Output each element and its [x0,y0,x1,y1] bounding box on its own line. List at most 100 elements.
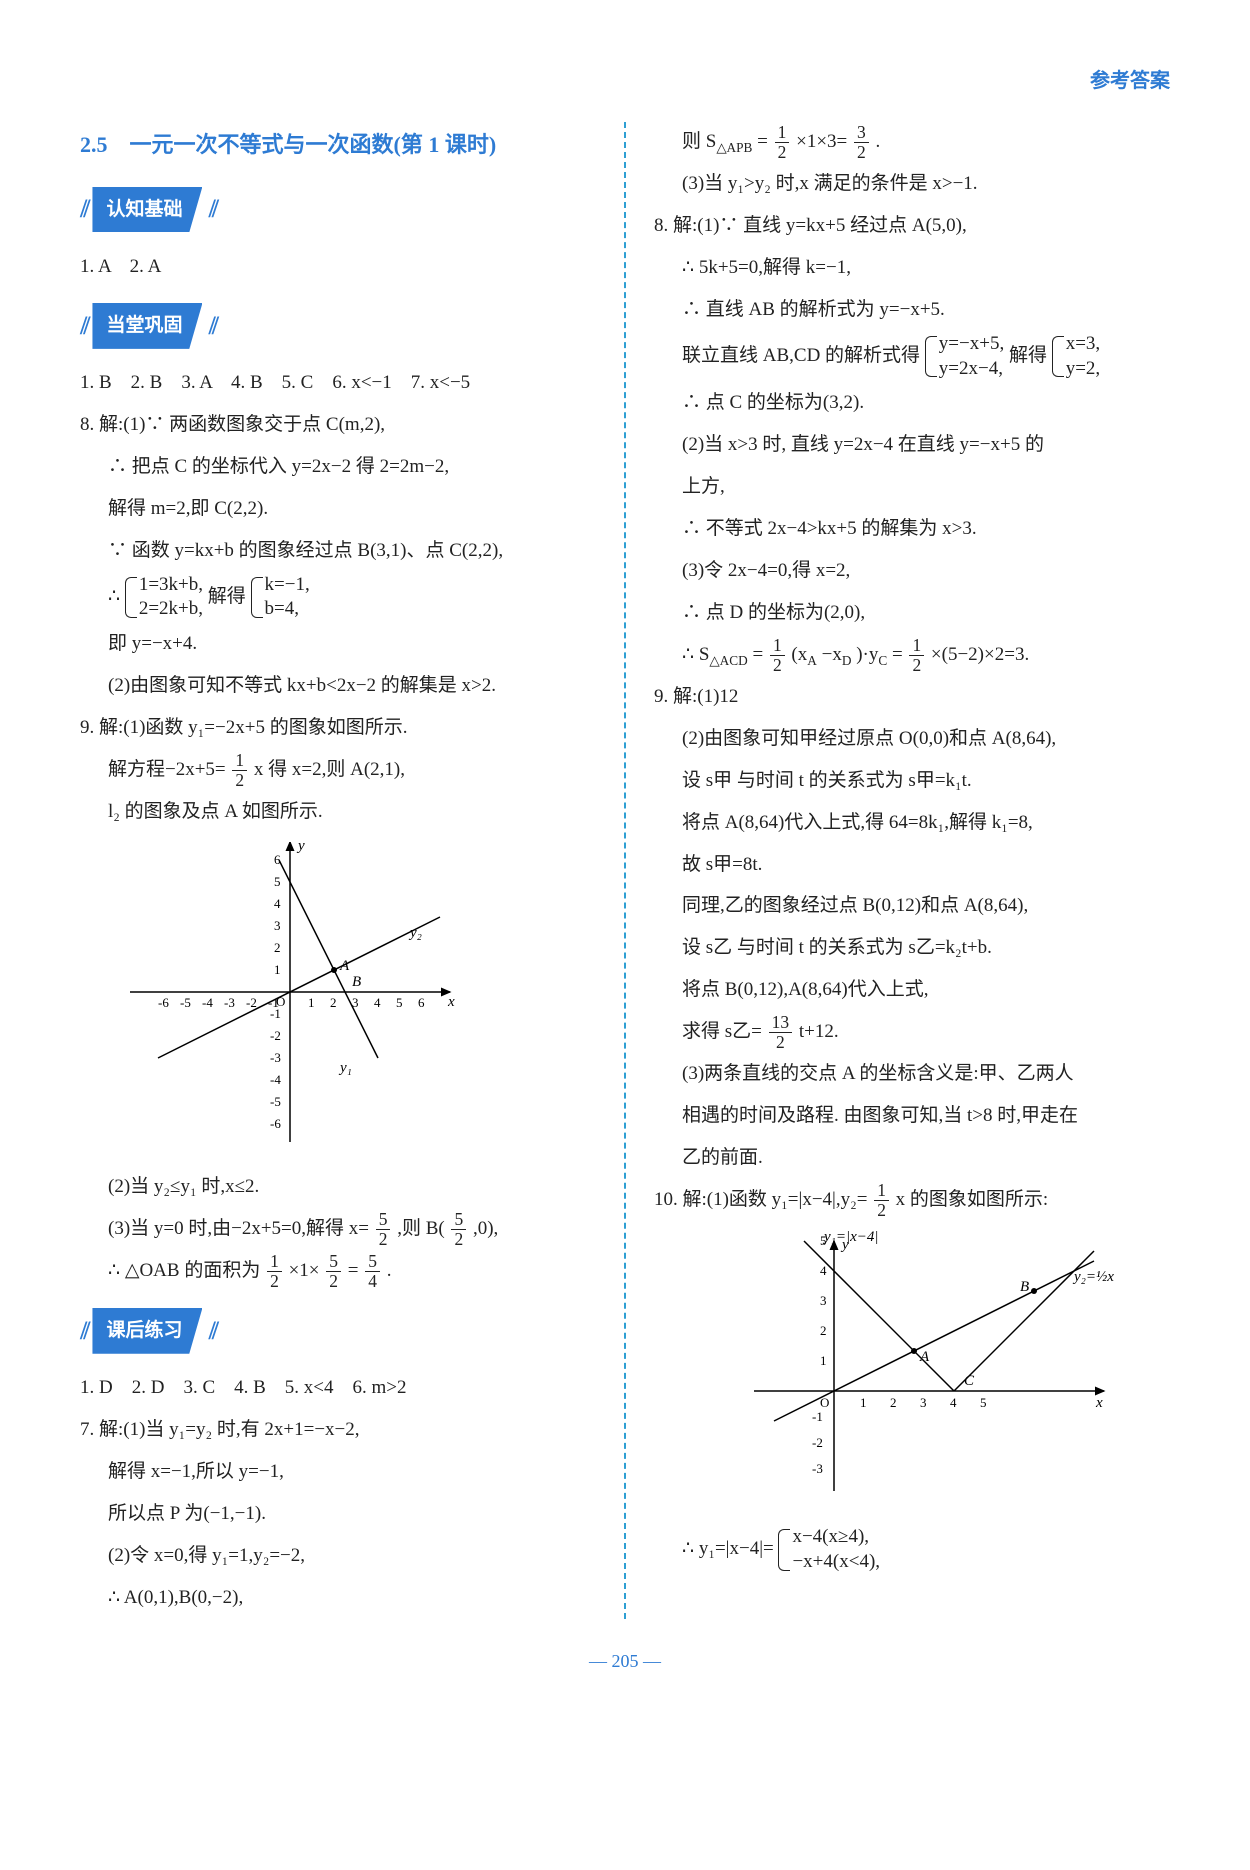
brace-line: −x+4(x<4), [792,1550,880,1575]
svg-text:-3: -3 [270,1050,281,1065]
text: 解得 [208,586,246,607]
svg-text:-6: -6 [158,995,169,1010]
solution-line: 解得 m=2,即 C(2,2). [80,489,596,529]
text: −x [822,644,842,665]
svg-text:-3: -3 [812,1461,823,1476]
fraction: 12 [267,1252,282,1291]
brace-line: 2=2k+b, [139,597,203,622]
solution-line: 相遇的时间及路程. 由图象可知,当 t>8 时,甲走在 [654,1096,1170,1136]
slash-decoration: // [208,299,214,354]
svg-text:y₁=|x−4|: y₁=|x−4| [822,1231,879,1245]
svg-text:-4: -4 [270,1072,281,1087]
chart-q9: x y O -6 -5 -4 -3 -2 -1 1 2 3 4 [120,842,460,1157]
svg-text:4: 4 [374,995,381,1010]
tag-dangtang: // 当堂巩固 // [80,299,596,354]
brace-system: 1=3k+b, 2=2k+b, [125,573,203,622]
numerator: 1 [770,636,785,656]
denominator: 2 [267,1272,282,1291]
brace-line: y=2, [1066,357,1100,382]
text: = [892,644,903,665]
brace-line: x−4(x≥4), [792,1525,880,1550]
svg-text:B: B [352,974,361,990]
svg-text:4: 4 [950,1395,957,1410]
solution-line: ∴ 点 C 的坐标为(3,2). [654,383,1170,423]
solution-line: ∵ 函数 y=kx+b 的图象经过点 B(3,1)、点 C(2,2), [80,531,596,571]
solution-line: 解方程−2x+5= 12 x 得 x=2,则 A(2,1), [80,750,596,790]
solution-line: 设 s甲 与时间 t 的关系式为 s甲=k₁t. [654,761,1170,801]
text: )·y [856,644,878,665]
solution-line: 上方, [654,467,1170,507]
right-column: 则 S△APB = 12 ×1×3= 32 . (3)当 y₁>y₂ 时,x 满… [654,122,1170,1619]
svg-text:-6: -6 [270,1116,281,1131]
svg-text:3: 3 [820,1293,827,1308]
svg-text:1: 1 [308,995,315,1010]
numerator: 5 [365,1252,380,1272]
svg-text:5: 5 [396,995,403,1010]
svg-text:1: 1 [274,962,281,977]
left-column: 2.5 一元一次不等式与一次函数(第 1 课时) // 认知基础 // 1. A… [80,122,596,1619]
svg-text:5: 5 [274,874,281,889]
numerator: 5 [451,1210,466,1230]
tag-renshi: // 认知基础 // [80,182,596,237]
svg-text:3: 3 [274,918,281,933]
subscript: A [807,652,817,667]
numerator: 1 [232,751,247,771]
text: 解得 [1009,345,1047,366]
text: x 得 x=2,则 A(2,1), [254,759,405,780]
svg-text:6: 6 [274,852,281,867]
denominator: 2 [909,656,924,675]
solution-line: 10. 解:(1)函数 y₁=|x−4|,y₂= 12 x 的图象如图所示: [654,1180,1170,1220]
slash-decoration: // [80,299,86,354]
solution-line: 解得 x=−1,所以 y=−1, [80,1452,596,1492]
svg-text:-3: -3 [224,995,235,1010]
solution-line: 求得 s乙= 132 t+12. [654,1012,1170,1052]
subscript: △APB [716,140,752,155]
numerator: 1 [775,123,790,143]
solution-line: ∴ △OAB 的面积为 12 ×1× 52 = 54 . [80,1251,596,1291]
svg-text:y: y [296,842,305,854]
svg-text:B: B [1020,1279,1029,1295]
text: = [752,644,763,665]
svg-text:y₂=½x: y₂=½x [1072,1269,1114,1285]
text: 10. 解:(1)函数 y₁=|x−4|,y₂= [654,1189,867,1210]
subscript: △ACD [709,652,747,667]
tag-label: 课后练习 [92,1308,202,1354]
brace-system: x=3, y=2, [1052,332,1100,381]
solution-line: 联立直线 AB,CD 的解析式得 y=−x+5, y=2x−4, 解得 x=3,… [654,332,1170,381]
fraction: 132 [769,1013,792,1052]
svg-text:4: 4 [274,896,281,911]
solution-line: 8. 解:(1)∵ 直线 y=kx+5 经过点 A(5,0), [654,206,1170,246]
solution-line: ∴ 直线 AB 的解析式为 y=−x+5. [654,290,1170,330]
solution-line: 故 s甲=8t. [654,845,1170,885]
brace-system: y=−x+5, y=2x−4, [925,332,1004,381]
svg-text:A: A [919,1349,930,1365]
svg-text:5: 5 [980,1395,987,1410]
svg-text:1: 1 [860,1395,867,1410]
brace-system: x−4(x≥4), −x+4(x<4), [778,1525,880,1574]
solution-line: ∴ 1=3k+b, 2=2k+b, 解得 k=−1, b=4, [80,573,596,622]
fraction: 52 [451,1210,466,1249]
text: ,0), [473,1218,498,1239]
solution-line: ∴ S△ACD = 12 (xA −xD )·yC = 12 ×(5−2)×2=… [654,635,1170,675]
svg-text:1: 1 [820,1353,827,1368]
solution-line: l₂ 的图象及点 A 如图所示. [80,792,596,832]
solution-line: 即 y=−x+4. [80,624,596,664]
brace-line: b=4, [265,597,310,622]
brace-line: k=−1, [265,573,310,598]
fraction: 52 [376,1210,391,1249]
denominator: 2 [874,1201,889,1220]
svg-text:x: x [1095,1395,1103,1411]
brace-line: 1=3k+b, [139,573,203,598]
text: ×1× [289,1260,320,1281]
solution-line: ∴ y₁=|x−4|= x−4(x≥4), −x+4(x<4), [654,1525,1170,1574]
svg-text:-5: -5 [180,995,191,1010]
solution-line: 则 S△APB = 12 ×1×3= 32 . [654,122,1170,162]
solution-line: 8. 解:(1)∵ 两函数图象交于点 C(m,2), [80,405,596,445]
solution-line: (3)令 2x−4=0,得 x=2, [654,551,1170,591]
solution-line: ∴ 不等式 2x−4>kx+5 的解集为 x>3. [654,509,1170,549]
solution-line: ∴ 把点 C 的坐标代入 y=2x−2 得 2=2m−2, [80,447,596,487]
fraction: 12 [874,1181,889,1220]
svg-text:2: 2 [274,940,281,955]
text: ∴ y₁=|x−4|= [682,1538,774,1559]
solution-line: 9. 解:(1)函数 y₁=−2x+5 的图象如图所示. [80,708,596,748]
